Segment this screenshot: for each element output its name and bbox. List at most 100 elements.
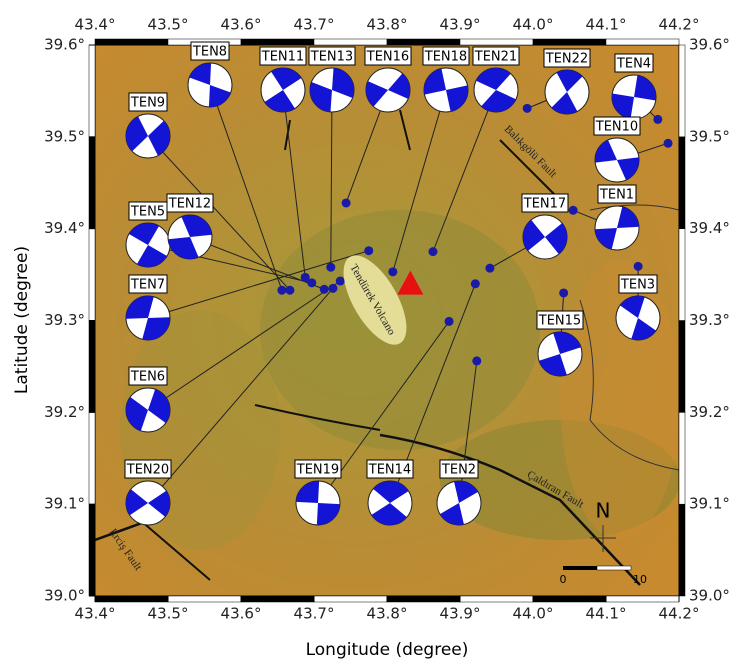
frame-segment — [606, 596, 679, 602]
beachball — [545, 70, 589, 114]
event-dot — [472, 356, 481, 365]
event-label: TEN8 — [192, 45, 227, 60]
y-tick-label-right: 39.3° — [689, 311, 730, 329]
x-tick-label-top: 44.2° — [659, 16, 700, 34]
beachball — [126, 388, 170, 432]
event-dot — [653, 115, 662, 124]
frame-segment — [460, 39, 533, 45]
frame-segment — [241, 596, 314, 602]
frame-segment — [95, 39, 168, 45]
y-tick-label-right: 39.4° — [689, 219, 730, 237]
x-tick-label: 43.4° — [75, 605, 116, 623]
y-tick-label: 39.3° — [44, 311, 85, 329]
beachball — [366, 68, 410, 112]
event-label: TEN11 — [261, 50, 304, 65]
frame-segment — [89, 321, 95, 413]
x-tick-label-top: 43.5° — [148, 16, 189, 34]
frame-segment — [89, 45, 95, 137]
beachball — [437, 481, 481, 525]
event-label: TEN2 — [441, 463, 476, 478]
event-dot — [471, 279, 480, 288]
event-label: TEN9 — [130, 96, 165, 111]
beachball — [126, 223, 170, 267]
scale-bar — [563, 566, 597, 570]
beachball — [368, 481, 412, 525]
beachball — [424, 68, 468, 112]
event-dot — [428, 247, 437, 256]
event-label: TEN20 — [126, 463, 169, 478]
event-label: TEN14 — [368, 463, 411, 478]
y-tick-label: 39.1° — [44, 495, 85, 513]
event-dot — [485, 264, 494, 273]
x-tick-label-top: 43.4° — [75, 16, 116, 34]
x-tick-label-top: 44.0° — [513, 16, 554, 34]
event-label: TEN1 — [599, 188, 634, 203]
frame-segment — [533, 39, 606, 45]
event-dot — [326, 263, 335, 272]
map-figure: 43.4°43.4°43.5°43.5°43.6°43.6°43.7°43.7°… — [0, 0, 732, 665]
beachball — [523, 215, 567, 259]
y-tick-label: 39.0° — [44, 587, 85, 605]
event-label: TEN7 — [130, 278, 165, 293]
y-tick-label: 39.4° — [44, 219, 85, 237]
frame-segment — [679, 412, 685, 504]
beachball — [474, 68, 518, 112]
event-dot — [285, 286, 294, 295]
frame-segment — [89, 412, 95, 504]
frame-segment — [679, 45, 685, 137]
beachball — [126, 296, 170, 340]
event-label: TEN21 — [474, 50, 517, 65]
x-tick-label: 44.2° — [659, 605, 700, 623]
beachball — [538, 332, 582, 376]
x-tick-label-top: 43.6° — [221, 16, 262, 34]
x-tick-label: 43.8° — [367, 605, 408, 623]
x-tick-label: 43.9° — [440, 605, 481, 623]
event-dot — [664, 139, 673, 148]
event-dot — [336, 277, 345, 286]
event-dot — [388, 267, 397, 276]
y-tick-label: 39.2° — [44, 403, 85, 421]
beachball — [616, 296, 660, 340]
frame-segment — [679, 137, 685, 229]
x-tick-label: 44.0° — [513, 605, 554, 623]
event-label: TEN3 — [620, 278, 655, 293]
frame-segment — [387, 39, 460, 45]
x-tick-label-top: 43.9° — [440, 16, 481, 34]
beachball — [126, 114, 170, 158]
event-label: TEN19 — [296, 463, 339, 478]
frame-segment — [533, 596, 606, 602]
event-label: TEN4 — [616, 57, 651, 72]
frame-segment — [168, 596, 241, 602]
x-tick-label: 44.1° — [586, 605, 627, 623]
frame-segment — [387, 596, 460, 602]
beachball — [188, 63, 232, 107]
event-dot — [364, 246, 373, 255]
event-label: TEN10 — [595, 120, 638, 135]
frame-segment — [314, 39, 387, 45]
scale-label: 10 — [633, 573, 647, 586]
y-tick-label-right: 39.5° — [689, 127, 730, 145]
y-tick-label-right: 39.0° — [689, 587, 730, 605]
x-tick-label-top: 43.7° — [294, 16, 335, 34]
frame-segment — [679, 229, 685, 321]
beachball — [261, 68, 305, 112]
y-tick-label-right: 39.2° — [689, 403, 730, 421]
y-tick-label: 39.6° — [44, 36, 85, 54]
event-label: TEN22 — [545, 52, 588, 67]
y-tick-label: 39.5° — [44, 127, 85, 145]
event-label: TEN17 — [523, 197, 566, 212]
beachball — [296, 481, 340, 525]
frame-segment — [314, 596, 387, 602]
frame-segment — [89, 504, 95, 596]
frame-segment — [679, 504, 685, 596]
frame-segment — [460, 596, 533, 602]
event-dot — [569, 206, 578, 215]
beachball — [595, 138, 639, 182]
x-axis-title: Longitude (degree) — [306, 640, 469, 660]
x-tick-label: 43.5° — [148, 605, 189, 623]
frame-segment — [606, 39, 679, 45]
frame-segment — [241, 39, 314, 45]
north-label: N — [596, 499, 611, 523]
event-dot — [445, 317, 454, 326]
event-dot — [307, 278, 316, 287]
